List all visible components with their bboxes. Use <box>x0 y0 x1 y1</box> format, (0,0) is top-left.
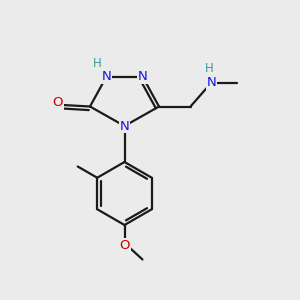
Text: O: O <box>119 239 130 252</box>
Text: N: N <box>207 76 216 89</box>
Text: N: N <box>102 70 111 83</box>
Text: H: H <box>205 62 214 76</box>
Text: H: H <box>92 57 101 70</box>
Text: N: N <box>138 70 147 83</box>
Text: N: N <box>120 119 129 133</box>
Text: O: O <box>52 96 63 109</box>
